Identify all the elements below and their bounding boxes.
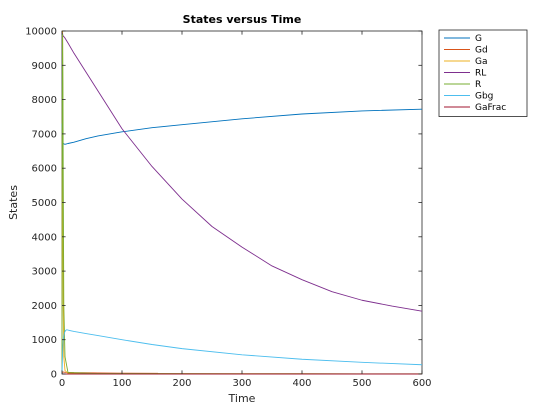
y-tick-label: 6000 (32, 164, 57, 175)
legend-box (438, 29, 528, 117)
legend-label-ga: Ga (475, 57, 488, 67)
axes-box (61, 30, 423, 375)
x-tick-label: 300 (232, 378, 251, 389)
y-tick-label: 4000 (32, 232, 57, 243)
y-tick-label: 3000 (32, 267, 57, 278)
y-tick-label: 2000 (32, 301, 57, 312)
legend-label-gbg: Gbg (475, 92, 493, 102)
y-tick-label: 0 (51, 370, 57, 381)
legend-label-gd: Gd (475, 46, 488, 56)
x-tick-label: 400 (292, 378, 311, 389)
series-line-rl (61, 32, 423, 312)
chart-title: States versus Time (183, 13, 302, 26)
x-tick-label: 200 (172, 378, 191, 389)
y-tick-label: 1000 (32, 335, 57, 346)
y-tick-label: 7000 (32, 129, 57, 140)
plot-area: 0 100 200 300 400 500 600010002000300040005000… (25, 27, 431, 390)
series-line-gbg (61, 329, 423, 375)
legend-label-gafrac: GaFrac (475, 103, 506, 113)
x-tick-label: 500 (352, 378, 371, 389)
legend-label-r: R (475, 80, 481, 90)
x-axis-label: Time (228, 392, 256, 405)
y-tick-label: 8000 (32, 95, 57, 106)
y-tick-label: 10000 (25, 27, 57, 38)
y-tick-label: 5000 (32, 198, 57, 209)
x-tick-label: 100 (112, 378, 131, 389)
x-tick-label: 600 (412, 378, 431, 389)
y-axis-label: States (7, 185, 20, 220)
ticks-group: 0 100 200 300 400 500 600010002000300040005000… (25, 27, 431, 390)
y-tick-label: 9000 (32, 61, 57, 72)
legend-label-rl: RL (475, 69, 486, 79)
x-tick-label: 0 (59, 378, 65, 389)
legend-label-g: G (475, 34, 482, 44)
